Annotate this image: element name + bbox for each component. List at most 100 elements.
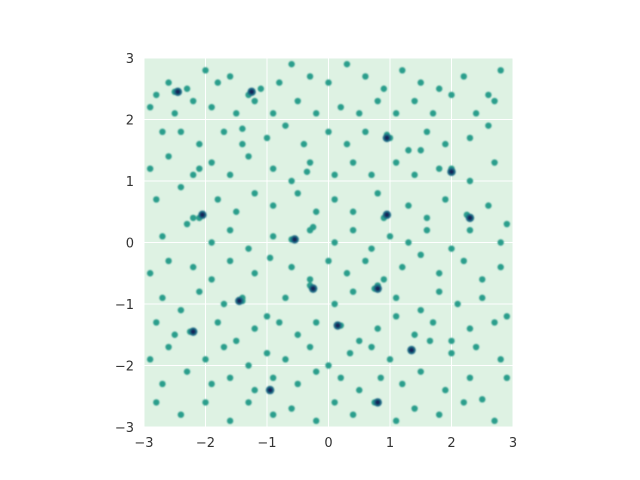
- density-hotspot-core: [200, 212, 205, 218]
- density-point: [303, 168, 311, 175]
- density-point: [472, 343, 480, 351]
- density-point: [294, 97, 301, 105]
- density-point: [183, 220, 191, 228]
- y-tick-label: −2: [115, 360, 134, 375]
- density-point: [399, 380, 406, 388]
- density-point: [313, 368, 320, 375]
- density-point: [226, 227, 234, 234]
- density-point: [377, 374, 384, 381]
- density-point: [448, 337, 455, 345]
- density-point: [282, 122, 289, 129]
- density-point: [245, 245, 252, 252]
- density-point: [368, 343, 375, 351]
- density-point: [165, 79, 172, 86]
- density-point: [263, 134, 271, 142]
- density-point: [306, 343, 314, 351]
- density-point: [436, 411, 443, 418]
- density-point: [269, 202, 277, 209]
- density-point: [491, 417, 498, 425]
- density-point: [479, 396, 486, 403]
- density-point: [417, 306, 424, 314]
- x-tick-label: −2: [196, 436, 215, 451]
- density-point: [466, 227, 474, 234]
- density-point: [208, 276, 215, 283]
- density-point: [288, 177, 295, 185]
- density-point: [349, 208, 357, 215]
- density-point: [313, 208, 320, 215]
- density-point: [269, 374, 277, 381]
- density-point: [374, 97, 381, 105]
- density-point: [257, 85, 265, 92]
- density-point: [202, 67, 209, 74]
- x-tick-label: 0: [324, 436, 332, 451]
- density-point: [442, 140, 449, 148]
- density-point: [362, 257, 369, 265]
- density-point: [392, 417, 400, 425]
- density-point: [159, 128, 166, 135]
- density-point: [349, 159, 357, 166]
- density-point: [411, 331, 418, 338]
- x-tick-labels: −3 −2 −1 0 1 2 3: [134, 436, 517, 451]
- density-hotspot-core: [449, 169, 454, 175]
- y-tick-label: −1: [115, 298, 134, 313]
- density-point: [208, 239, 215, 246]
- y-tick-labels: −3 −2 −1 0 1 2 3: [115, 52, 134, 436]
- density-point: [294, 190, 301, 197]
- density-point: [251, 386, 258, 394]
- density-point: [159, 233, 166, 240]
- density-point: [497, 67, 504, 74]
- density-point: [356, 386, 363, 394]
- density-point: [165, 153, 172, 160]
- density-point: [399, 263, 406, 271]
- grid-lines: [143, 57, 514, 428]
- density-point: [411, 405, 418, 412]
- density-point: [411, 97, 418, 105]
- density-point: [288, 263, 295, 271]
- density-point: [146, 356, 154, 363]
- density-point: [251, 325, 258, 332]
- density-point: [245, 153, 252, 160]
- x-tick-label: −1: [257, 436, 276, 451]
- density-point: [313, 417, 320, 425]
- density-hotspot-core: [249, 89, 255, 95]
- x-tick-label: 2: [447, 436, 455, 451]
- density-point: [466, 177, 474, 185]
- density-point: [331, 171, 338, 179]
- density-point: [399, 67, 406, 74]
- density-point: [146, 270, 154, 277]
- density-point: [380, 85, 388, 92]
- density-point: [460, 257, 467, 265]
- density-point: [177, 306, 185, 314]
- density-point: [282, 294, 289, 302]
- density-point: [208, 159, 215, 166]
- density-point: [343, 270, 351, 277]
- density-point: [466, 374, 474, 381]
- density-point: [226, 73, 234, 80]
- density-point: [202, 399, 209, 406]
- density-point: [263, 350, 271, 357]
- density-point: [479, 294, 486, 302]
- density-point: [294, 331, 301, 338]
- density-point: [276, 79, 283, 86]
- density-point: [220, 343, 228, 351]
- density-point: [466, 134, 474, 142]
- density-hotspot-core: [292, 237, 298, 242]
- density-point: [331, 196, 338, 203]
- density-point: [466, 325, 474, 332]
- density-point: [442, 196, 449, 203]
- density-point: [196, 165, 203, 172]
- density-point: [146, 104, 154, 111]
- density-point: [306, 276, 314, 283]
- density-point: [282, 356, 289, 363]
- density-point: [368, 171, 375, 179]
- density-point: [362, 73, 369, 80]
- density-point: [306, 159, 314, 166]
- density-point: [485, 122, 492, 129]
- density-point: [269, 411, 277, 418]
- density-point: [417, 251, 424, 258]
- density-point: [202, 356, 209, 363]
- density-point: [190, 214, 197, 222]
- density-hotspot-core: [190, 329, 196, 335]
- density-point: [405, 202, 412, 209]
